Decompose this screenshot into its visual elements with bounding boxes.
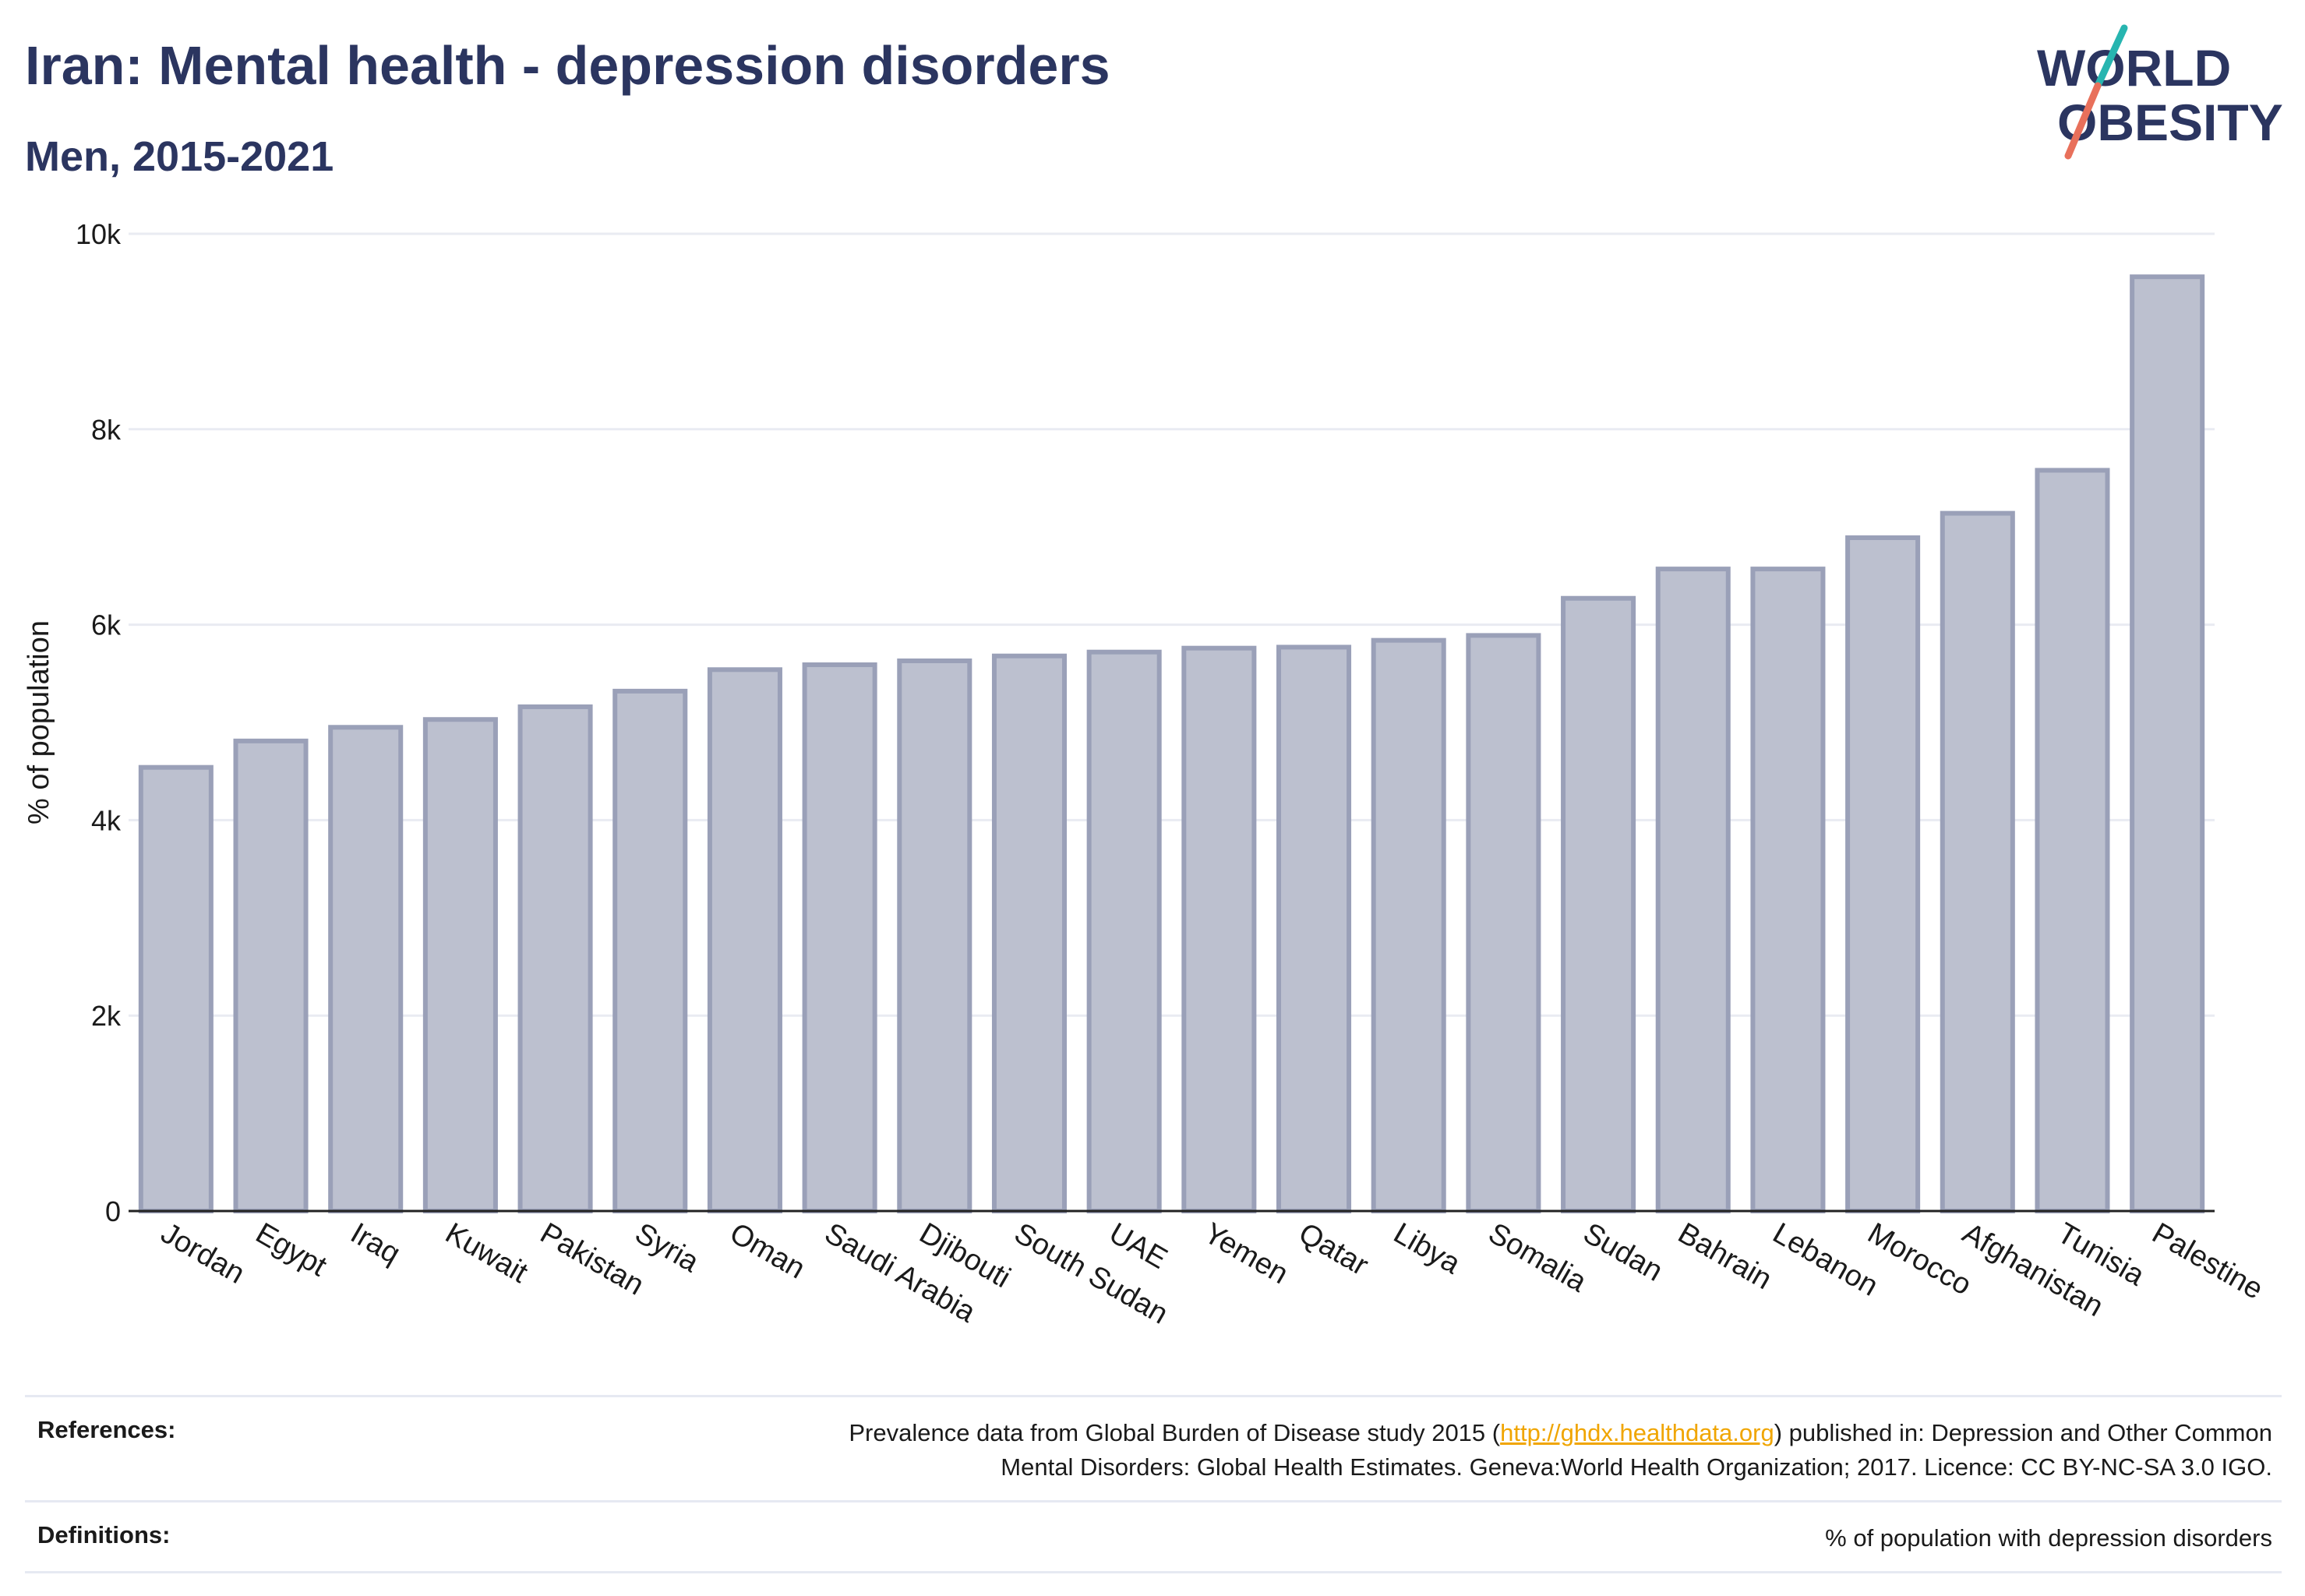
chart-subtitle: Men, 2015-2021 <box>25 133 334 180</box>
y-tick-label: 10k <box>76 218 122 250</box>
bar-qatar[interactable] <box>1276 644 1352 1213</box>
logo-rld-text: RLD <box>2126 39 2232 97</box>
x-tick-label: Iraq <box>345 1216 406 1270</box>
bar-south-sudan[interactable] <box>991 653 1067 1213</box>
x-tick-label: Bahrain <box>1672 1216 1777 1296</box>
bars <box>138 274 2205 1214</box>
bar-oman[interactable] <box>707 667 782 1213</box>
y-axis-label: % of population <box>23 620 55 824</box>
x-tick-label: Palestine <box>2147 1216 2268 1306</box>
bar-kuwait[interactable] <box>422 717 498 1213</box>
references-label: References: <box>37 1416 176 1443</box>
x-tick-label: Yemen <box>1198 1216 1294 1291</box>
logo-w-text: W <box>2037 39 2086 97</box>
bar-jordan[interactable] <box>138 764 214 1213</box>
x-tick-label: Somalia <box>1483 1216 1593 1298</box>
bar-uae[interactable] <box>1086 649 1162 1213</box>
chart-footer: References: Prevalence data from Global … <box>25 1395 2282 1573</box>
references-text-line2: Mental Disorders: Global Health Estimate… <box>1001 1453 2272 1481</box>
x-tick-label: Kuwait <box>439 1216 533 1290</box>
svg-text:WORLD: WORLD <box>2037 39 2231 97</box>
bar-iraq[interactable] <box>328 725 404 1213</box>
bar-djibouti[interactable] <box>897 658 972 1213</box>
bar-libya[interactable] <box>1371 637 1446 1213</box>
bar-somalia[interactable] <box>1466 633 1541 1213</box>
x-tick-label: Libya <box>1388 1216 1466 1280</box>
bar-tunisia[interactable] <box>2035 468 2110 1213</box>
bar-saudi-arabia[interactable] <box>802 662 877 1213</box>
bar-bahrain[interactable] <box>1655 567 1731 1213</box>
bar-egypt[interactable] <box>233 738 309 1213</box>
x-tick-label: Lebanon <box>1767 1216 1883 1302</box>
definitions-label: Definitions: <box>37 1521 171 1548</box>
y-tick-label: 2k <box>91 1000 122 1032</box>
y-tick-label: 6k <box>91 609 122 641</box>
x-tick-label: Sudan <box>1578 1216 1668 1287</box>
y-tick-label: 8k <box>91 414 122 446</box>
references-row: References: Prevalence data from Global … <box>25 1395 2282 1500</box>
y-tick-label: 4k <box>91 804 122 836</box>
x-tick-label: Morocco <box>1862 1216 1977 1301</box>
x-tick-label: Jordan <box>155 1216 250 1290</box>
x-tick-label: UAE <box>1103 1216 1173 1275</box>
logo-besity-text: BESITY <box>2097 94 2282 151</box>
logo-slash-teal <box>2094 24 2128 90</box>
bar-sudan[interactable] <box>1561 595 1636 1213</box>
x-tick-label: Qatar <box>1294 1216 1375 1282</box>
x-tick-label: Pakistan <box>535 1216 649 1301</box>
logo-slash-coral <box>2064 82 2102 160</box>
bar-pakistan[interactable] <box>517 704 593 1213</box>
bar-chart: 0 2k 4k 6k 8k 10k Jordan Egypt Iraq Kuwait Pakist… <box>23 218 2268 1331</box>
bar-afghanistan[interactable] <box>1940 510 2015 1214</box>
references-text: Prevalence data from Global Burden of Di… <box>849 1416 2272 1485</box>
y-axis-ticks: 0 2k 4k 6k 8k 10k <box>76 218 122 1227</box>
definitions-row: Definitions: % of population with depres… <box>25 1500 2282 1573</box>
bar-yemen[interactable] <box>1181 645 1257 1213</box>
y-tick-label: 0 <box>105 1195 121 1227</box>
x-tick-label: Egypt <box>250 1216 333 1283</box>
bar-palestine[interactable] <box>2130 274 2205 1213</box>
chart-title: Iran: Mental health - depression disorde… <box>25 35 1110 96</box>
x-tick-label: Oman <box>724 1216 810 1285</box>
bar-lebanon[interactable] <box>1750 567 1826 1213</box>
world-obesity-logo: WORLD OBESITY <box>2037 24 2283 160</box>
references-text-pre: Prevalence data from Global Burden of Di… <box>849 1419 1501 1446</box>
bar-morocco[interactable] <box>1845 535 1921 1213</box>
references-text-post: ) published in: Depression and Other Com… <box>1774 1419 2272 1446</box>
references-link[interactable]: http://ghdx.healthdata.org <box>1500 1419 1774 1446</box>
definitions-text: % of population with depression disorder… <box>1825 1524 2272 1552</box>
bar-syria[interactable] <box>612 688 688 1213</box>
